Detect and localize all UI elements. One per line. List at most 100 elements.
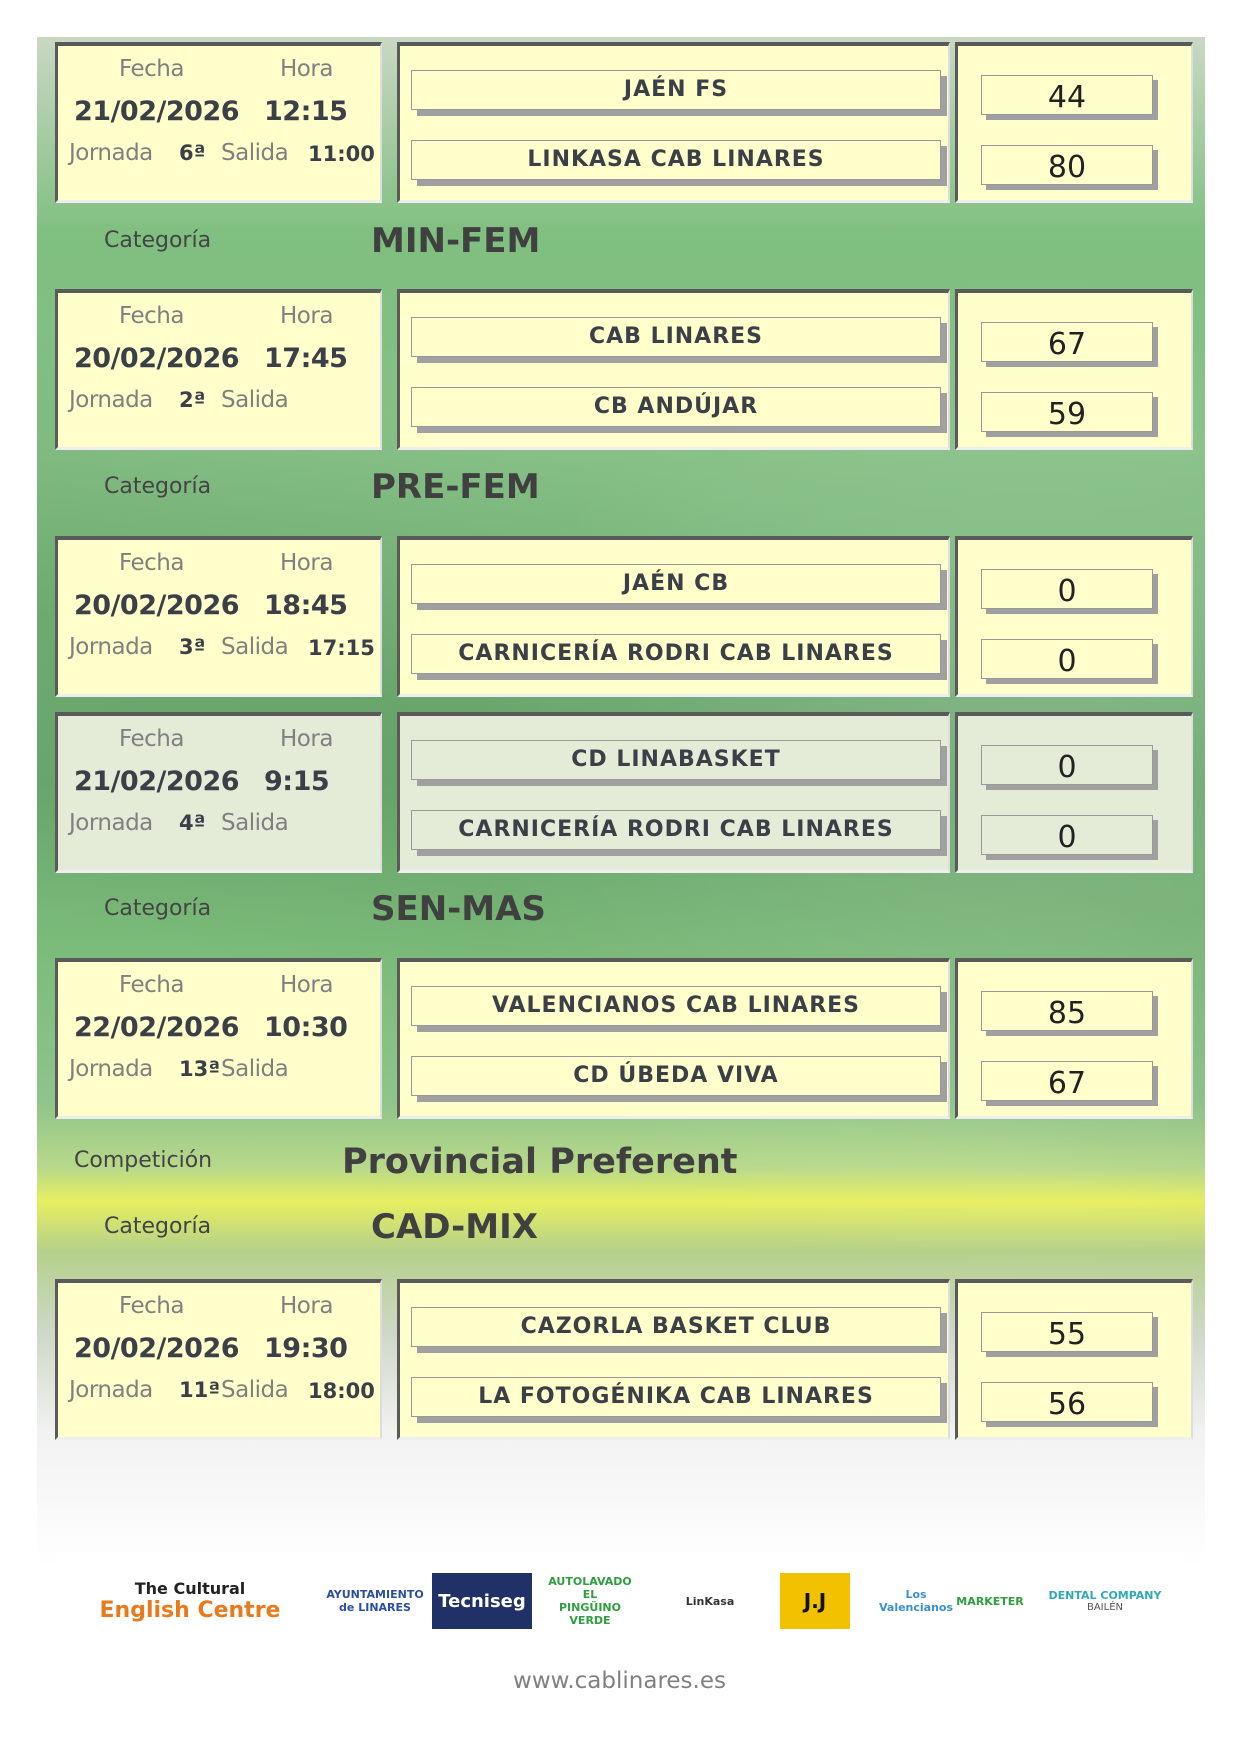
hora-label: Hora xyxy=(280,303,333,329)
salida-label: Salida xyxy=(221,387,289,413)
match-time: 9:15 xyxy=(264,766,330,797)
category-value: PRE-FEM xyxy=(371,467,540,507)
home-score: 0 xyxy=(981,569,1153,609)
fecha-label: Fecha xyxy=(119,972,184,998)
salida-label: Salida xyxy=(221,1377,289,1403)
round-number: 2ª xyxy=(179,388,206,412)
home-team: VALENCIANOS CAB LINARES xyxy=(411,986,941,1026)
competition-value: Provincial Preferent xyxy=(342,1142,738,1182)
teams-box: JAÉN CB CARNICERÍA RODRI CAB LINARES xyxy=(397,536,950,697)
sponsor-line2: EL PINGÜINO VERDE xyxy=(559,1588,621,1627)
round-number: 11ª xyxy=(179,1378,221,1402)
match-date: 20/02/2026 xyxy=(74,590,240,621)
hora-label: Hora xyxy=(280,972,333,998)
teams-box: CD LINABASKET CARNICERÍA RODRI CAB LINARE… xyxy=(397,712,950,873)
sponsor-logo: Los Valencianos xyxy=(879,1573,953,1629)
scores-box: 85 67 xyxy=(955,958,1193,1119)
sponsor-line1: AYUNTAMIENTO xyxy=(326,1588,424,1601)
away-team: CARNICERÍA RODRI CAB LINARES xyxy=(411,634,941,674)
away-score: 0 xyxy=(981,639,1153,679)
hora-label: Hora xyxy=(280,56,333,82)
away-score: 67 xyxy=(981,1061,1153,1101)
teams-box: JAÉN FS LINKASA CAB LINARES xyxy=(397,42,950,203)
away-score: 0 xyxy=(981,815,1153,855)
match-date: 21/02/2026 xyxy=(74,766,240,797)
jornada-label: Jornada xyxy=(69,1056,153,1082)
home-score: 55 xyxy=(981,1312,1153,1352)
scores-box: 55 56 xyxy=(955,1279,1193,1440)
match-time: 10:30 xyxy=(264,1012,348,1043)
categoria-label: Categoría xyxy=(104,1214,212,1239)
home-score: 67 xyxy=(981,322,1153,362)
round-number: 4ª xyxy=(179,811,206,835)
home-score: 44 xyxy=(981,75,1153,115)
scores-box: 67 59 xyxy=(955,289,1193,450)
sponsor-line1: Los Valencianos xyxy=(878,1588,954,1614)
sponsor-logo: J.J xyxy=(780,1573,850,1629)
match-date: 20/02/2026 xyxy=(74,343,240,374)
match-info-box: Fecha Hora 22/02/2026 10:30 Jornada 13ª Salida xyxy=(55,958,382,1119)
categoria-label: Categoría xyxy=(104,228,212,253)
sponsor-line1: LinKasa xyxy=(685,1594,735,1608)
home-score: 0 xyxy=(981,745,1153,785)
fecha-label: Fecha xyxy=(119,726,184,752)
away-team: LA FOTOGÉNIKA CAB LINARES xyxy=(411,1377,941,1417)
teams-box: CAZORLA BASKET CLUB LA FOTOGÉNIKA CAB LIN… xyxy=(397,1279,950,1440)
jornada-label: Jornada xyxy=(69,387,153,413)
away-team: CARNICERÍA RODRI CAB LINARES xyxy=(411,810,941,850)
category-value: SEN-MAS xyxy=(371,889,546,929)
sponsor-line1: DENTAL COMPANY xyxy=(1048,1589,1162,1602)
away-team: CB ANDÚJAR xyxy=(411,387,941,427)
category-value: CAD-MIX xyxy=(371,1207,538,1247)
sponsors-strip: The Cultural English Centre AYUNTAMIENTO de… xyxy=(60,1553,1180,1647)
away-score: 56 xyxy=(981,1382,1153,1422)
scores-box: 44 80 xyxy=(955,42,1193,203)
salida-label: Salida xyxy=(221,1056,289,1082)
match-info-box: Fecha Hora 21/02/2026 9:15 Jornada 4ª Salida xyxy=(55,712,382,873)
sponsor-line1: J.J xyxy=(803,1589,827,1613)
sponsor-line1: The Cultural xyxy=(134,1579,246,1598)
round-number: 13ª xyxy=(179,1057,221,1081)
sponsor-logo: Tecniseg xyxy=(432,1573,532,1629)
home-team: JAÉN CB xyxy=(411,564,941,604)
sponsor-line2: de LINARES xyxy=(339,1601,411,1614)
departure-time: 17:15 xyxy=(308,636,375,660)
website-link[interactable]: www.cablinares.es xyxy=(513,1668,726,1694)
jornada-label: Jornada xyxy=(69,810,153,836)
match-info-box: Fecha Hora 21/02/2026 12:15 Jornada 6ª Salida 1… xyxy=(55,42,382,203)
match-info-box: Fecha Hora 20/02/2026 19:30 Jornada 11ª Salida… xyxy=(55,1279,382,1440)
away-score: 59 xyxy=(981,392,1153,432)
sponsor-logo: LinKasa xyxy=(660,1573,760,1629)
match-date: 20/02/2026 xyxy=(74,1333,240,1364)
fecha-label: Fecha xyxy=(119,56,184,82)
sponsor-line1: AUTOLAVADO xyxy=(548,1575,632,1588)
departure-time: 11:00 xyxy=(308,142,375,166)
sponsor-line2: English Centre xyxy=(99,1598,281,1623)
sponsor-logo: DENTAL COMPANY BAILÉN xyxy=(1030,1573,1180,1629)
salida-label: Salida xyxy=(221,634,289,660)
salida-label: Salida xyxy=(221,810,289,836)
fecha-label: Fecha xyxy=(119,1293,184,1319)
round-number: 6ª xyxy=(179,141,206,165)
away-score: 80 xyxy=(981,145,1153,185)
jornada-label: Jornada xyxy=(69,140,153,166)
sponsor-line2: BAILÉN xyxy=(1086,1602,1124,1613)
match-time: 17:45 xyxy=(264,343,348,374)
home-team: JAÉN FS xyxy=(411,70,941,110)
competicion-label: Competición xyxy=(74,1148,213,1173)
category-value: MIN-FEM xyxy=(371,221,541,261)
sponsor-logo: MARKETER xyxy=(956,1573,1023,1629)
away-team: CD ÚBEDA VIVA xyxy=(411,1056,941,1096)
teams-box: VALENCIANOS CAB LINARES CD ÚBEDA VIVA xyxy=(397,958,950,1119)
home-score: 85 xyxy=(981,991,1153,1031)
match-info-box: Fecha Hora 20/02/2026 18:45 Jornada 3ª Salida 1… xyxy=(55,536,382,697)
away-team: LINKASA CAB LINARES xyxy=(411,140,941,180)
sponsor-line1: MARKETER xyxy=(956,1594,1024,1608)
match-time: 18:45 xyxy=(264,590,348,621)
sponsor-logo: The Cultural English Centre xyxy=(60,1573,320,1629)
teams-box: CAB LINARES CB ANDÚJAR xyxy=(397,289,950,450)
home-team: CD LINABASKET xyxy=(411,740,941,780)
jornada-label: Jornada xyxy=(69,1377,153,1403)
hora-label: Hora xyxy=(280,1293,333,1319)
